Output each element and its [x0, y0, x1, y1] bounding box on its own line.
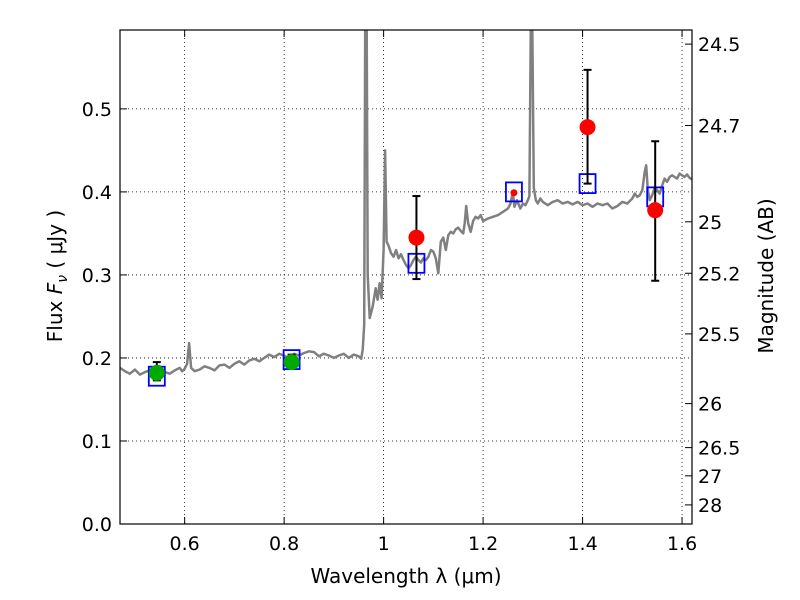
- y2-tick-label: 25.5: [698, 324, 740, 346]
- y-tick-label: 0.4: [82, 182, 112, 204]
- y-axis-label: Flux Fν ( μJy ): [43, 210, 71, 342]
- x-tick-label: 1.4: [567, 533, 597, 555]
- red-data-point: [510, 189, 518, 197]
- tick-layer: 0.6 0.8 1 1.2 1.4 1.6 0.0 0.1 0.2 0.3 0.4 0.5 24.5 24…: [82, 30, 740, 555]
- red-data-point: [408, 229, 425, 246]
- red-data-point: [579, 119, 596, 136]
- y2-axis-label: Magnitude (AB): [754, 198, 778, 353]
- y-axis-label-symbol: F: [43, 282, 67, 294]
- y2-tick-label: 24.5: [698, 34, 740, 56]
- green-data-point: [148, 364, 165, 381]
- y2-tick-label: 25: [698, 212, 722, 234]
- x-tick-label: 0.6: [170, 533, 200, 555]
- y-axis-label-suffix: ( μJy ): [43, 210, 67, 275]
- y2-tick-label: 27: [698, 466, 722, 488]
- y-tick-label: 0.3: [82, 265, 112, 287]
- y2-tick-label: 25.2: [698, 263, 740, 285]
- y2-tick-label: 24.7: [698, 115, 740, 137]
- plot-frame: [119, 29, 693, 525]
- y-tick-label: 0.5: [82, 99, 112, 121]
- y2-tick-label: 26.5: [698, 438, 740, 460]
- x-tick-label: 0.8: [269, 533, 299, 555]
- x-tick-label: 1: [378, 533, 390, 555]
- y-axis-label-prefix: Flux: [43, 294, 67, 342]
- model-box: [505, 181, 523, 203]
- red-data-point: [647, 202, 664, 219]
- green-data-point: [283, 354, 300, 371]
- x-axis-label: Wavelength λ (μm): [310, 564, 501, 588]
- x-tick-label: 1.6: [667, 533, 697, 555]
- y-tick-label: 0.1: [82, 431, 112, 453]
- y-axis-label-subscript: ν: [55, 275, 71, 283]
- x-tick-label: 1.2: [468, 533, 498, 555]
- y-tick-label: 0.0: [82, 514, 112, 536]
- grid-layer: [120, 30, 692, 524]
- series-layer: [120, 30, 692, 387]
- y2-tick-label: 26: [698, 394, 722, 416]
- spectrum-line: [120, 30, 692, 376]
- y2-tick-label: 28: [698, 495, 722, 517]
- y-tick-label: 0.2: [82, 348, 112, 370]
